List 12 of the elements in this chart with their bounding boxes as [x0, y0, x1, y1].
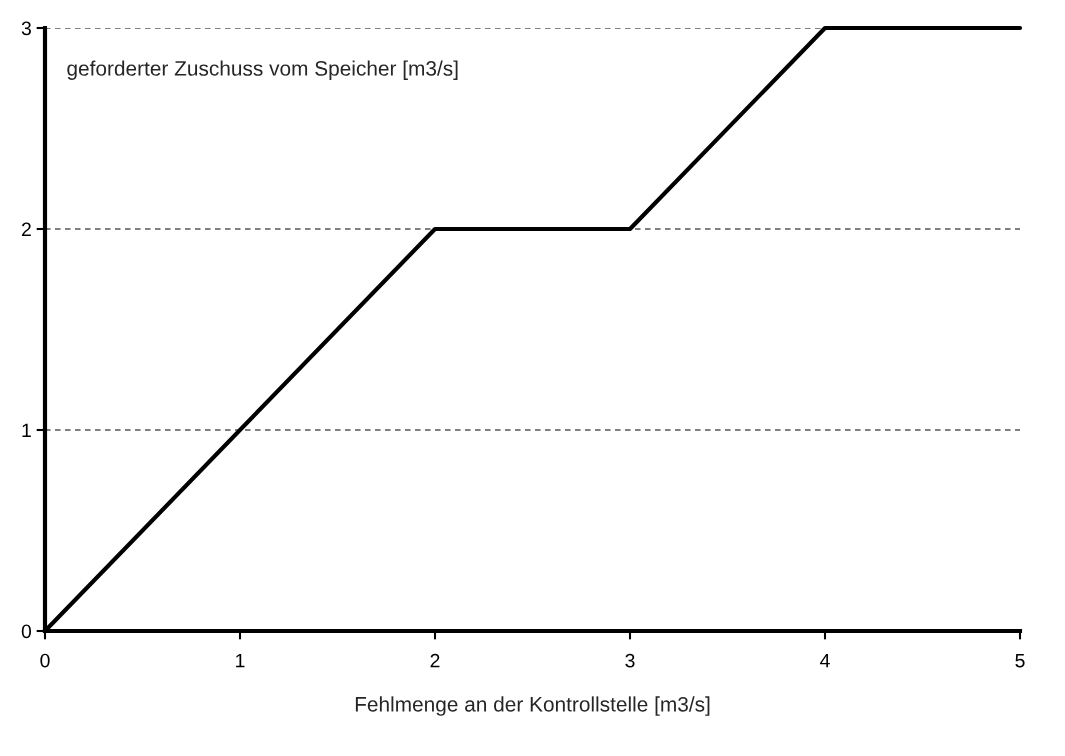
y-tick-label: 1: [22, 423, 31, 438]
y-tick-label: 3: [21, 21, 31, 36]
y-tick-label: 0: [21, 624, 32, 639]
x-tick-label: 1: [236, 653, 245, 668]
x-tick-label: 4: [820, 653, 830, 668]
y-tick-label: 2: [21, 222, 31, 237]
x-tick-label: 5: [1015, 653, 1025, 668]
x-axis-title: Fehlmenge an der Kontrollstelle [m3/s]: [355, 696, 710, 716]
x-tick-label: 0: [40, 653, 50, 668]
y-axis-title: geforderter Zuschuss vom Speicher [m3/s]: [67, 60, 458, 80]
x-tick-label: 3: [625, 653, 635, 668]
x-tick-label: 2: [430, 653, 440, 668]
